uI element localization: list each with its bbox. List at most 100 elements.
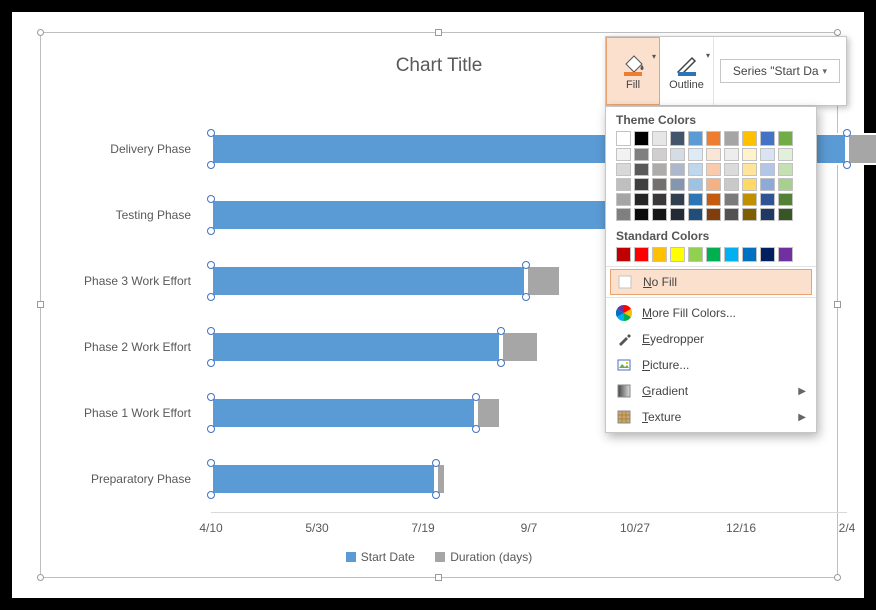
- color-swatch[interactable]: [634, 193, 649, 206]
- color-swatch[interactable]: [688, 131, 703, 146]
- color-swatch[interactable]: [670, 163, 685, 176]
- series-selector-dropdown[interactable]: Series "Start Da ▾: [720, 59, 840, 83]
- color-swatch[interactable]: [706, 193, 721, 206]
- series-selection-marker: [843, 161, 851, 169]
- color-swatch[interactable]: [670, 131, 685, 146]
- color-swatch[interactable]: [670, 193, 685, 206]
- color-swatch[interactable]: [742, 163, 757, 176]
- color-swatch[interactable]: [634, 163, 649, 176]
- color-swatch[interactable]: [724, 148, 739, 161]
- color-swatch[interactable]: [742, 148, 757, 161]
- fill-button[interactable]: Fill ▾: [606, 37, 660, 105]
- color-swatch[interactable]: [724, 131, 739, 146]
- bar-duration[interactable]: [501, 331, 539, 363]
- bar-start-date[interactable]: [211, 199, 611, 231]
- color-swatch[interactable]: [652, 163, 667, 176]
- chart-legend[interactable]: Start Date Duration (days): [41, 549, 837, 567]
- pen-icon: [674, 52, 700, 76]
- color-swatch[interactable]: [670, 178, 685, 191]
- color-swatch[interactable]: [634, 247, 649, 262]
- y-axis-label: Testing Phase: [116, 208, 191, 222]
- color-swatch[interactable]: [760, 148, 775, 161]
- paint-bucket-icon: [620, 52, 646, 76]
- color-swatch[interactable]: [724, 163, 739, 176]
- color-swatch[interactable]: [688, 247, 703, 262]
- color-swatch[interactable]: [616, 131, 631, 146]
- color-swatch[interactable]: [778, 247, 793, 262]
- color-swatch[interactable]: [778, 208, 793, 221]
- color-swatch[interactable]: [742, 178, 757, 191]
- color-swatch[interactable]: [652, 247, 667, 262]
- bar-start-date[interactable]: [211, 331, 501, 363]
- color-swatch[interactable]: [634, 208, 649, 221]
- color-swatch[interactable]: [688, 148, 703, 161]
- more-fill-colors-item[interactable]: More Fill Colors...: [606, 300, 816, 326]
- color-swatch[interactable]: [688, 193, 703, 206]
- color-swatch[interactable]: [634, 148, 649, 161]
- color-swatch[interactable]: [634, 131, 649, 146]
- color-swatch[interactable]: [706, 247, 721, 262]
- color-swatch[interactable]: [724, 247, 739, 262]
- color-swatch[interactable]: [742, 208, 757, 221]
- color-swatch[interactable]: [760, 178, 775, 191]
- color-swatch[interactable]: [652, 208, 667, 221]
- color-swatch[interactable]: [688, 208, 703, 221]
- color-swatch[interactable]: [616, 208, 631, 221]
- color-swatch[interactable]: [724, 193, 739, 206]
- legend-item-start-date[interactable]: Start Date: [346, 550, 415, 564]
- color-swatch[interactable]: [706, 163, 721, 176]
- bar-duration[interactable]: [847, 133, 876, 165]
- color-swatch[interactable]: [670, 208, 685, 221]
- color-wheel-icon: [616, 305, 632, 321]
- color-swatch[interactable]: [760, 131, 775, 146]
- color-swatch[interactable]: [688, 163, 703, 176]
- color-swatch[interactable]: [778, 163, 793, 176]
- color-swatch[interactable]: [652, 131, 667, 146]
- color-swatch[interactable]: [706, 148, 721, 161]
- color-swatch[interactable]: [742, 131, 757, 146]
- texture-item[interactable]: Texture ▶: [606, 404, 816, 430]
- color-swatch[interactable]: [652, 148, 667, 161]
- color-swatch[interactable]: [652, 178, 667, 191]
- eyedropper-item[interactable]: Eyedropper: [606, 326, 816, 352]
- color-swatch[interactable]: [616, 148, 631, 161]
- color-swatch[interactable]: [760, 163, 775, 176]
- color-swatch[interactable]: [760, 208, 775, 221]
- color-swatch[interactable]: [742, 247, 757, 262]
- color-swatch[interactable]: [652, 193, 667, 206]
- submenu-arrow-icon: ▶: [798, 386, 806, 397]
- color-swatch[interactable]: [688, 178, 703, 191]
- color-swatch[interactable]: [706, 208, 721, 221]
- legend-item-duration[interactable]: Duration (days): [435, 550, 532, 564]
- y-axis-label: Phase 3 Work Effort: [84, 274, 191, 288]
- bar-start-date[interactable]: [211, 463, 436, 495]
- color-swatch[interactable]: [724, 178, 739, 191]
- bar-start-date[interactable]: [211, 265, 526, 297]
- color-swatch[interactable]: [778, 131, 793, 146]
- color-swatch[interactable]: [616, 193, 631, 206]
- color-swatch[interactable]: [760, 193, 775, 206]
- color-swatch[interactable]: [778, 178, 793, 191]
- bar-duration[interactable]: [436, 463, 446, 495]
- color-swatch[interactable]: [670, 247, 685, 262]
- color-swatch[interactable]: [778, 148, 793, 161]
- color-swatch[interactable]: [706, 178, 721, 191]
- no-fill-item[interactable]: No Fill: [610, 269, 812, 295]
- gradient-item[interactable]: Gradient ▶: [606, 378, 816, 404]
- standard-colors-header: Standard Colors: [606, 223, 816, 247]
- bar-start-date[interactable]: [211, 397, 476, 429]
- color-swatch[interactable]: [742, 193, 757, 206]
- color-swatch[interactable]: [616, 178, 631, 191]
- bar-duration[interactable]: [476, 397, 501, 429]
- picture-item[interactable]: Picture...: [606, 352, 816, 378]
- color-swatch[interactable]: [616, 163, 631, 176]
- color-swatch[interactable]: [670, 148, 685, 161]
- color-swatch[interactable]: [724, 208, 739, 221]
- color-swatch[interactable]: [778, 193, 793, 206]
- outline-button[interactable]: Outline ▾: [660, 37, 714, 105]
- bar-duration[interactable]: [526, 265, 561, 297]
- color-swatch[interactable]: [616, 247, 631, 262]
- color-swatch[interactable]: [760, 247, 775, 262]
- color-swatch[interactable]: [706, 131, 721, 146]
- color-swatch[interactable]: [634, 178, 649, 191]
